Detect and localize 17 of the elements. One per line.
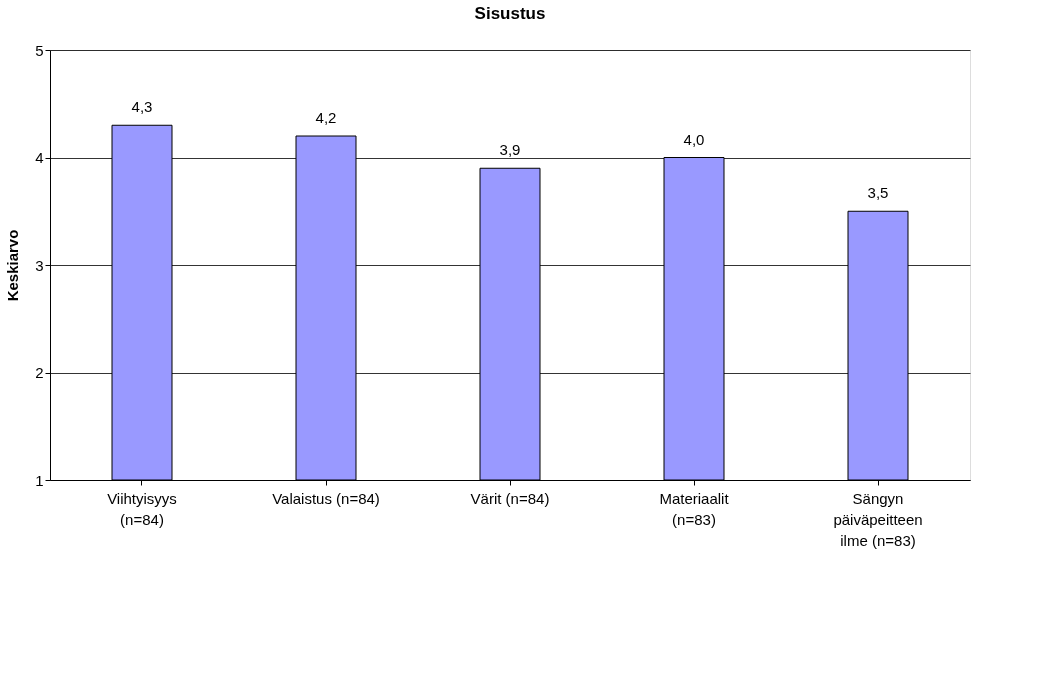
y-tick-label: 2 — [35, 364, 44, 381]
data-label: 4,3 — [131, 98, 153, 116]
chart-title: Sisustus — [474, 4, 546, 23]
x-tick-label: Materiaalit (n=83) — [659, 489, 730, 528]
y-tick-label: 1 — [35, 471, 44, 489]
data-label: 3,5 — [867, 184, 889, 202]
x-tick-label: Valaistus (n=84) — [272, 489, 380, 507]
y-tick-label: 5 — [35, 41, 44, 59]
data-label: 4,2 — [315, 109, 337, 126]
data-label: 4,0 — [683, 130, 705, 148]
x-tick-label: Värit (n=84) — [470, 489, 550, 507]
x-tick-label: Viihtyisyys (n=84) — [107, 489, 177, 528]
x-tick-label: Sängyn päiväpeitteen ilme (n=83) — [833, 489, 923, 549]
y-tick-label: 4 — [35, 149, 44, 166]
y-axis-title: Keskiarvo — [4, 229, 22, 302]
y-tick-label: 3 — [35, 256, 44, 274]
data-label: 3,9 — [499, 141, 521, 159]
